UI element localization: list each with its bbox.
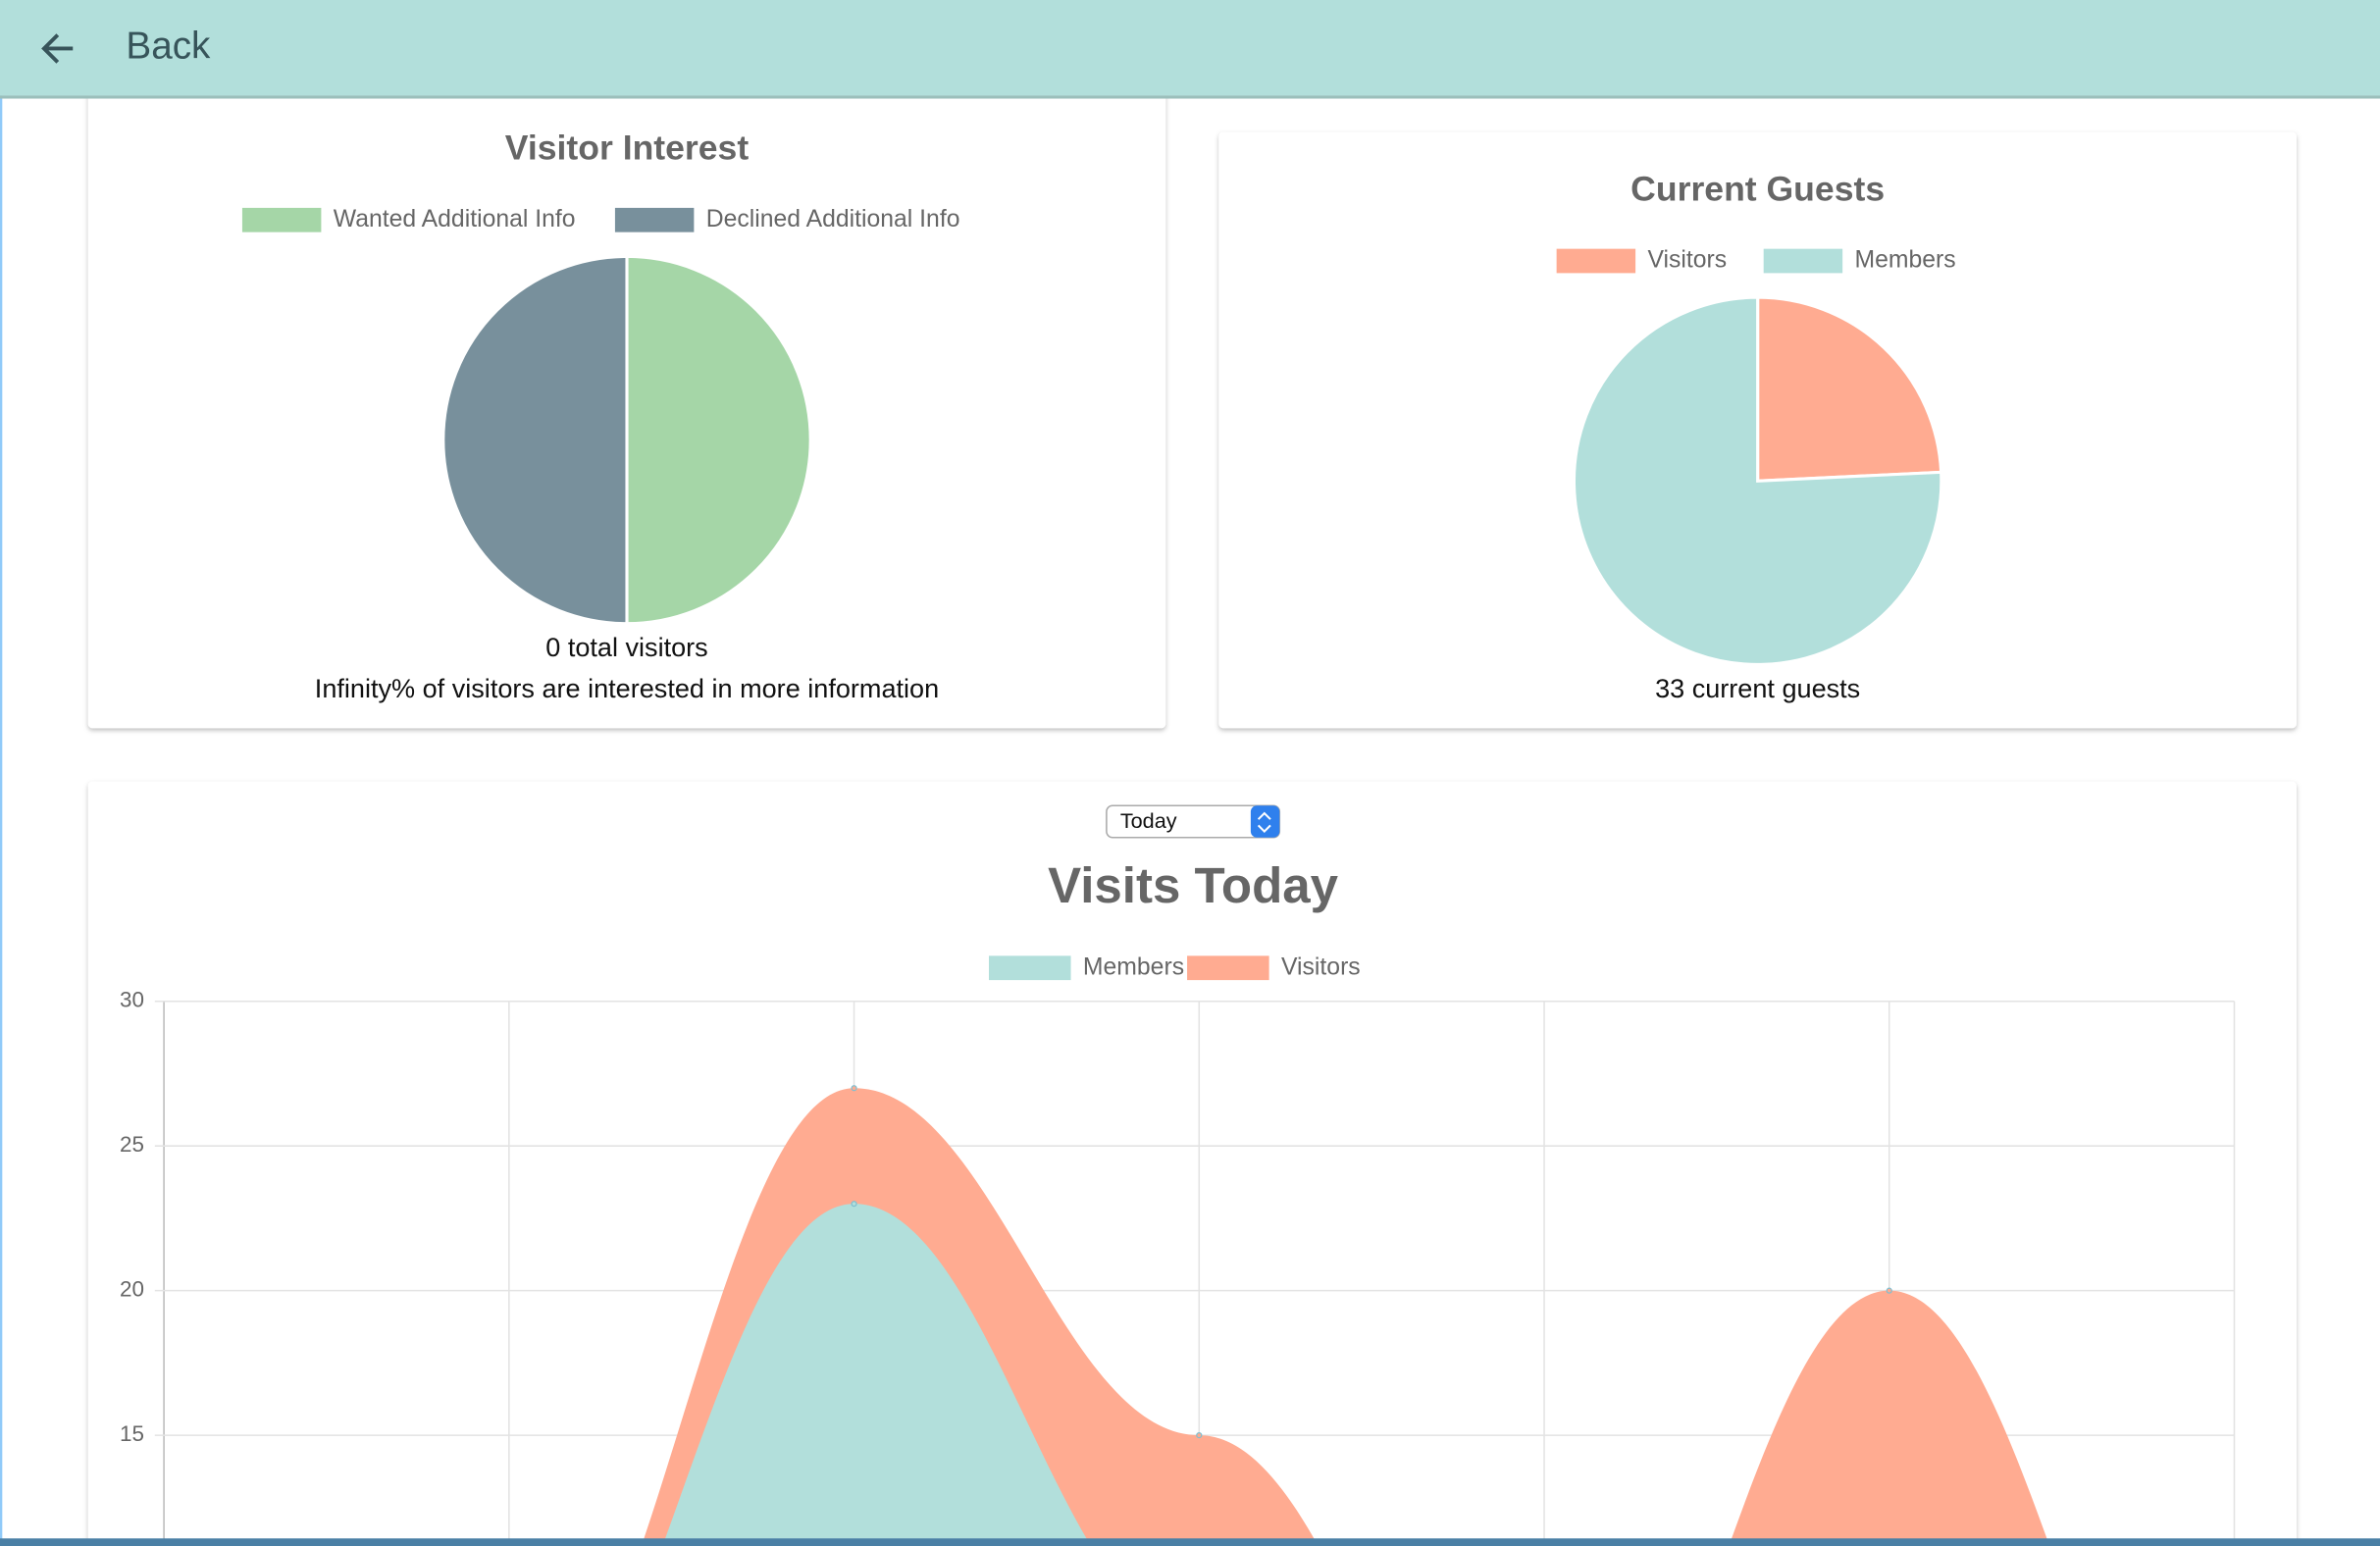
pie-slice <box>1572 295 1943 666</box>
legend-label: Members <box>1083 953 1184 980</box>
pie-slice <box>1756 295 1943 483</box>
legend-swatch <box>614 207 695 232</box>
legend-label: Visitors <box>1647 247 1727 274</box>
legend-swatch <box>1556 248 1636 274</box>
header-bar <box>0 0 2380 96</box>
chart-title: Visits Today <box>1048 857 1339 913</box>
y-tick-label: 30 <box>120 988 144 1012</box>
y-tick-label: 20 <box>120 1277 144 1302</box>
pie-slice <box>625 254 812 626</box>
select-icon <box>1257 811 1271 833</box>
back-arrow[interactable] <box>41 33 74 64</box>
caption: Infinity% of visitors are interested in … <box>315 673 939 703</box>
legend-label: Declined Additional Info <box>706 206 960 232</box>
legend-label: Members <box>1855 247 1956 274</box>
legend-swatch <box>988 955 1071 981</box>
legend-label: Visitors <box>1281 953 1361 980</box>
range-select[interactable]: Today <box>1106 804 1281 839</box>
y-tick-label: 25 <box>120 1132 144 1157</box>
legend-swatch <box>241 207 322 232</box>
pie-slice <box>441 254 629 626</box>
card <box>87 781 2297 1546</box>
point <box>1886 1287 1892 1294</box>
y-tick-label: 15 <box>120 1421 144 1446</box>
select-value: Today <box>1120 808 1177 833</box>
legend-label: Wanted Additional Info <box>334 206 576 232</box>
chart-title: Current Guests <box>1630 169 1885 208</box>
legend-swatch <box>1763 248 1843 274</box>
caption: 0 total visitors <box>545 632 707 662</box>
point <box>851 1201 857 1208</box>
bottom-strip <box>0 1538 2380 1546</box>
legend-swatch <box>1187 955 1269 981</box>
back-label[interactable]: Back <box>126 26 211 68</box>
point <box>851 1085 857 1092</box>
area <box>664 1204 1088 1540</box>
select-arrow[interactable] <box>1250 805 1280 838</box>
plot <box>154 1000 2236 1540</box>
header-shadow <box>0 95 2380 99</box>
point <box>1196 1432 1203 1439</box>
back-button[interactable]: Back <box>41 26 211 68</box>
charts: Visitor Interest Wanted Additional Info De… <box>120 129 2236 1540</box>
caption: 33 current guests <box>1655 673 1860 703</box>
chart-title: Visitor Interest <box>505 129 750 168</box>
left-edge <box>0 90 3 1546</box>
